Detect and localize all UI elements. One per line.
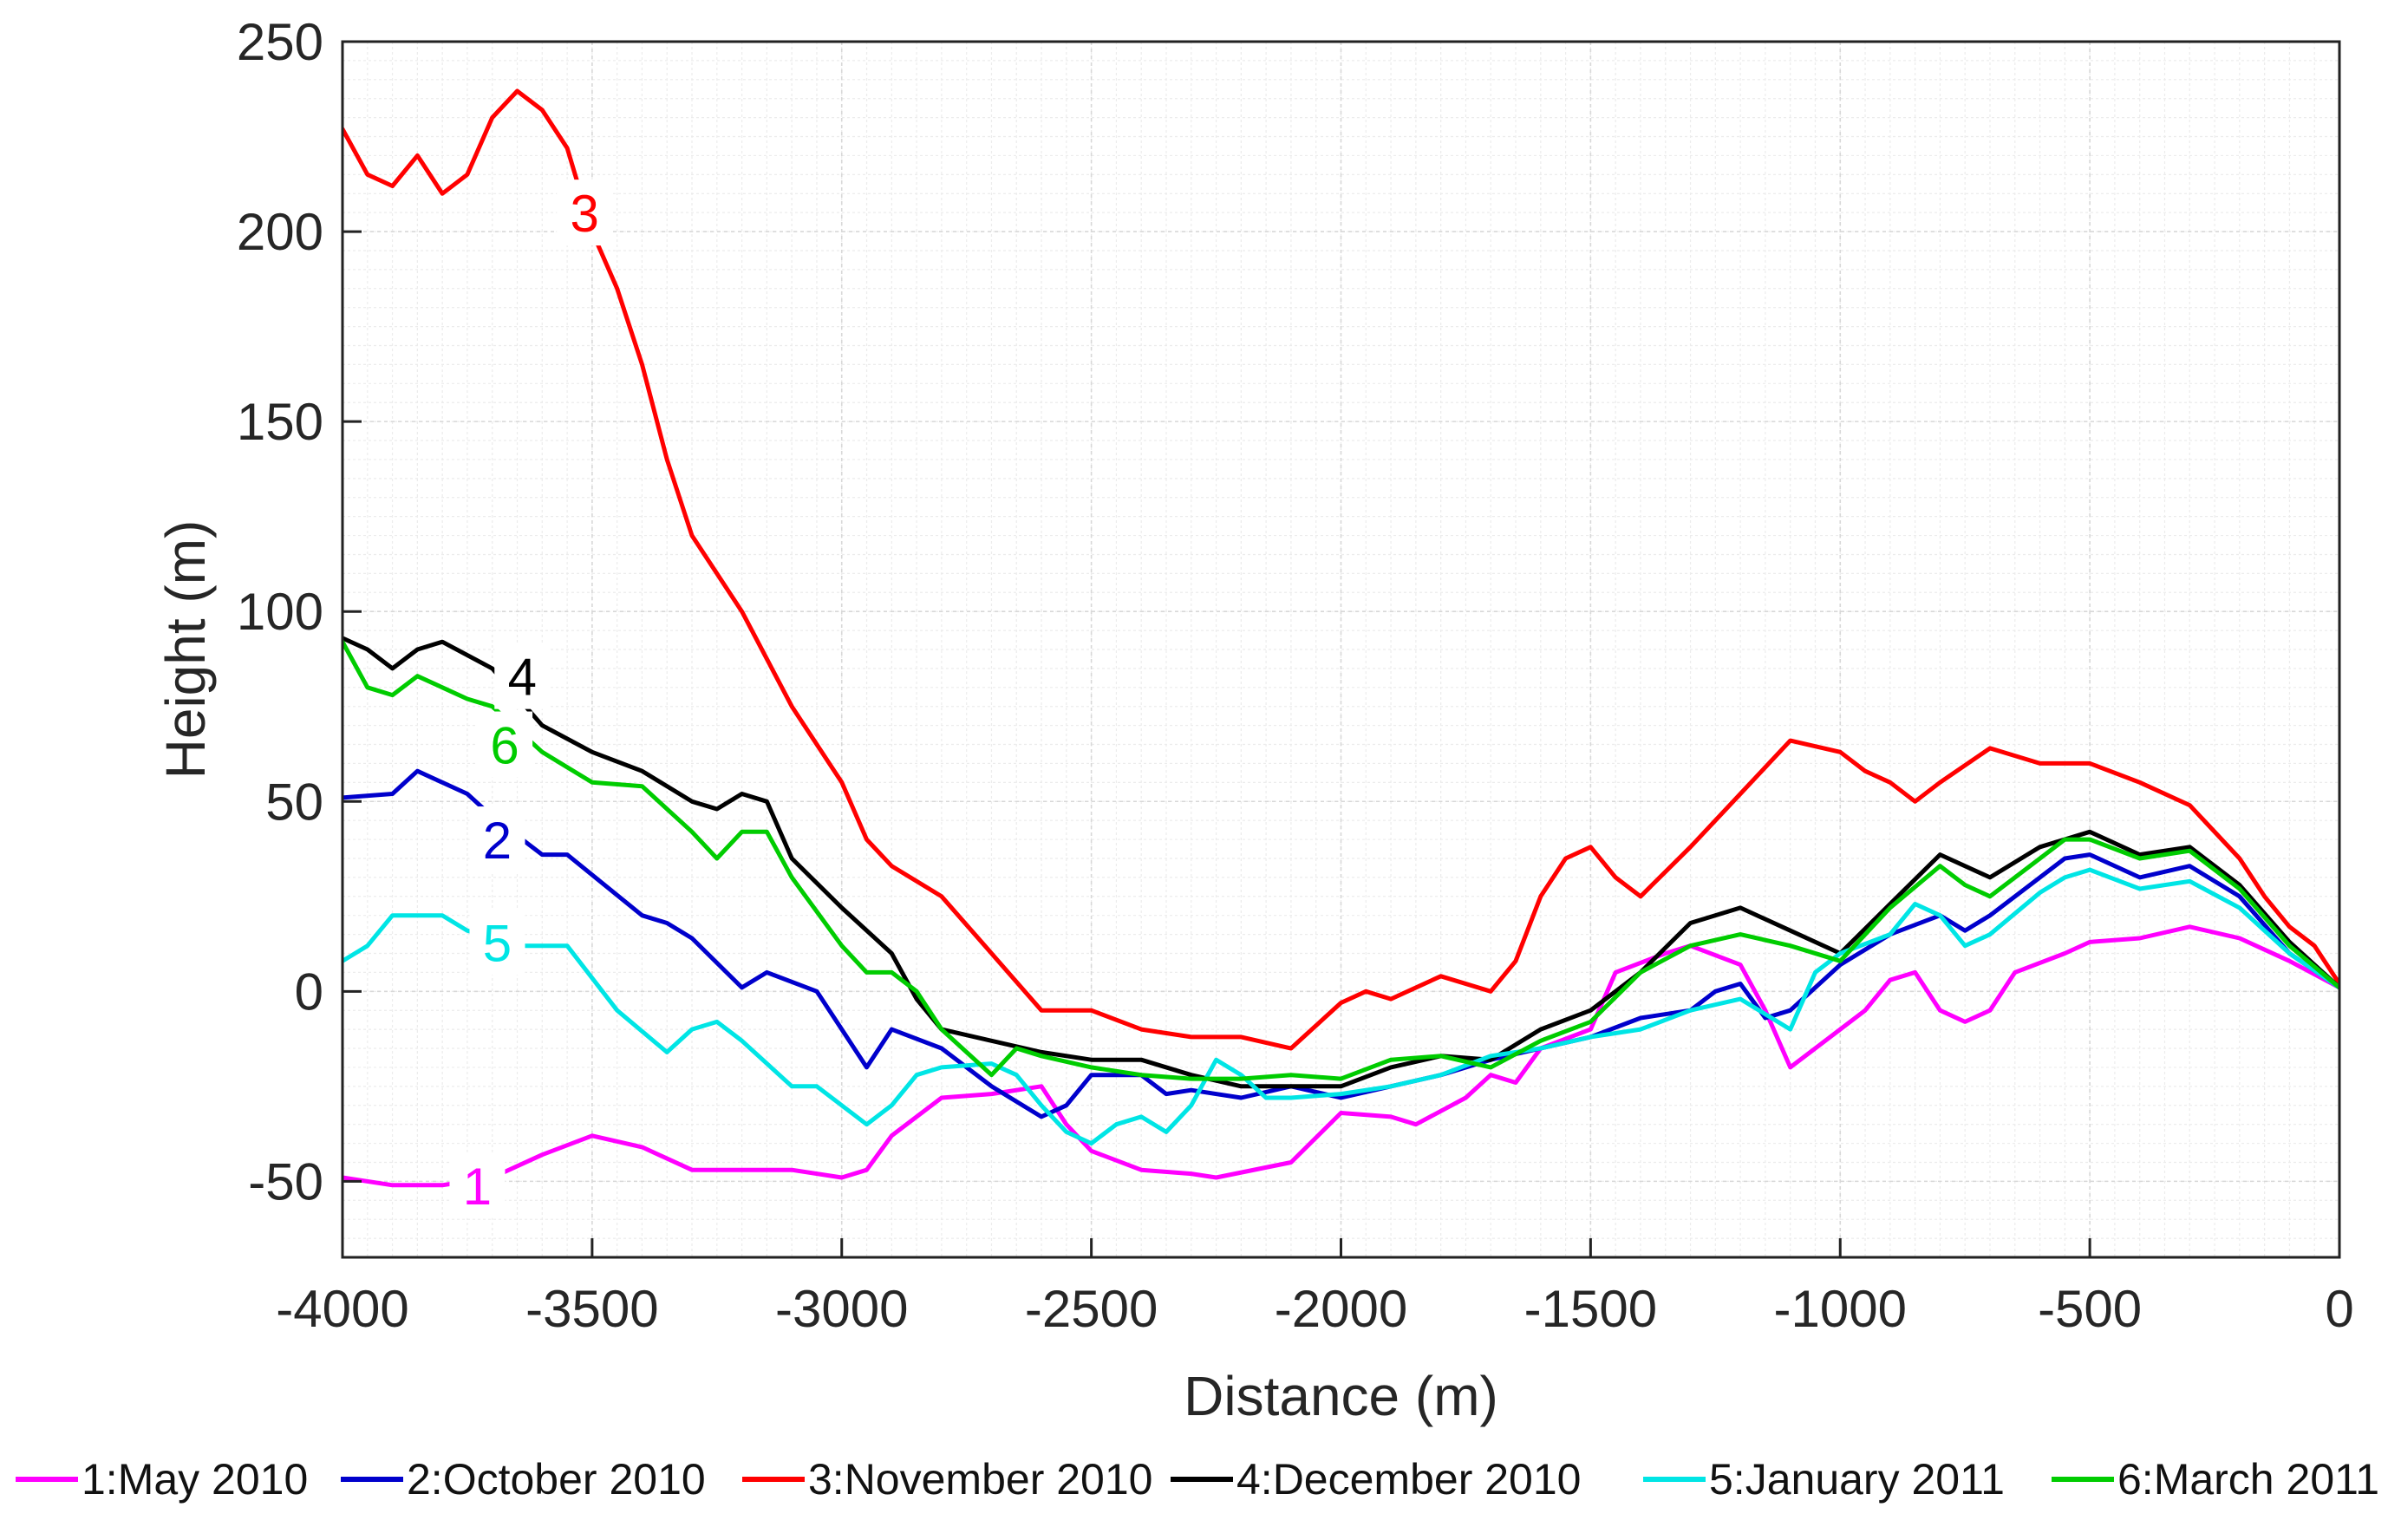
inline-label-bg-2 — [469, 806, 525, 873]
x-tick-label: -1000 — [1774, 1280, 1907, 1338]
x-tick-label: 0 — [2325, 1280, 2353, 1338]
series-line-5 — [343, 867, 2339, 1146]
x-tick-label: -4000 — [276, 1280, 408, 1338]
legend-label-5: 5:January 2011 — [1709, 1455, 2005, 1504]
inline-label-4: 4 — [508, 649, 537, 707]
x-tick-label: -2000 — [1275, 1280, 1407, 1338]
inline-label-bg-1 — [449, 1152, 506, 1218]
x-tick-label: -1500 — [1524, 1280, 1657, 1338]
inline-series-labels: 1 2 3 4 5 6 — [449, 179, 613, 1218]
legend-label-6: 6:March 2011 — [2117, 1455, 2379, 1504]
series-line-3 — [343, 88, 2339, 1051]
legend-label-4: 4:December 2010 — [1236, 1455, 1581, 1504]
y-tick-label: 250 — [237, 13, 323, 71]
x-tick-label: -3500 — [525, 1280, 658, 1338]
inline-label-1: 1 — [463, 1158, 492, 1216]
y-axis-label: Height (m) — [154, 520, 217, 780]
inline-label-3: 3 — [571, 185, 599, 243]
x-tick-label: -3000 — [775, 1280, 908, 1338]
inline-label-6: 6 — [490, 717, 519, 775]
legend-label-2: 2:October 2010 — [407, 1455, 706, 1504]
series-line-1 — [343, 924, 2339, 1188]
series-line-6 — [343, 639, 2339, 1081]
y-axis-ticks: -50 0 50 100 150 200 250 — [237, 13, 362, 1210]
x-tick-label: -2500 — [1025, 1280, 1158, 1338]
x-tick-label: -500 — [2038, 1280, 2142, 1338]
y-tick-label: 200 — [237, 203, 323, 261]
inline-label-bg-6 — [477, 711, 533, 778]
legend-label-3: 3:November 2010 — [808, 1455, 1152, 1504]
x-axis-label: Distance (m) — [1184, 1365, 1498, 1427]
y-tick-label: 150 — [237, 393, 323, 451]
inline-label-2: 2 — [483, 812, 512, 870]
inline-label-bg-4 — [494, 643, 551, 709]
inline-label-5: 5 — [483, 914, 512, 972]
y-tick-label: 100 — [237, 583, 323, 641]
y-tick-label: -50 — [248, 1152, 323, 1210]
y-tick-label: 50 — [265, 773, 323, 831]
y-tick-label: 0 — [295, 962, 323, 1021]
x-axis-ticks: -4000 -3500 -3000 -2500 -2000 -1500 -1000 -500 0 — [276, 1238, 2354, 1338]
legend-label-1: 1:May 2010 — [82, 1455, 308, 1504]
legend: 1:May 2010 2:October 2010 3:November 2010 4… — [16, 1455, 2379, 1504]
inline-label-bg-5 — [469, 909, 525, 976]
series-lines — [343, 88, 2339, 1188]
inline-label-bg-3 — [557, 179, 613, 246]
